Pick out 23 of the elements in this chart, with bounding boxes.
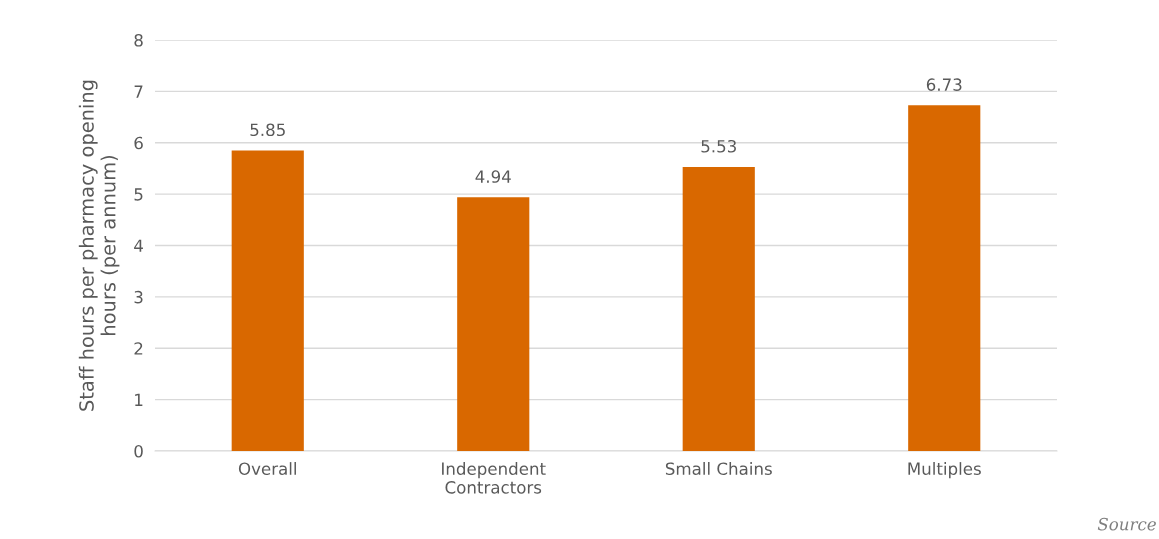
y-tick-label: 8 <box>134 33 143 47</box>
y-tick-label: 1 <box>135 393 143 406</box>
bar <box>457 197 530 451</box>
data-label: 4.94 <box>475 170 511 183</box>
x-tick-label: Overall <box>238 462 296 476</box>
bar <box>231 150 304 451</box>
y-tick-label: 0 <box>134 444 143 458</box>
bar <box>908 105 981 451</box>
data-label: 5.53 <box>701 139 736 153</box>
y-tick-label: 3 <box>134 290 143 304</box>
data-label: 5.85 <box>250 123 285 137</box>
x-tick-label: Multiples <box>908 462 981 479</box>
text: Source <box>1097 517 1156 531</box>
y-tick-label: 6 <box>134 136 143 150</box>
x-tick-label: Independent Contractors <box>442 462 546 494</box>
y-tick-label: 2 <box>134 342 143 355</box>
x-tick-label: Small Chains <box>665 462 772 476</box>
y-tick-label: 5 <box>134 188 143 201</box>
y-axis-title: Staff hours per pharmacy opening hours (per annum) <box>78 80 120 411</box>
bar <box>682 166 755 451</box>
data-label: 6.73 <box>926 78 962 91</box>
y-tick-label: 7 <box>134 85 143 98</box>
y-tick-label: 4 <box>134 239 143 252</box>
